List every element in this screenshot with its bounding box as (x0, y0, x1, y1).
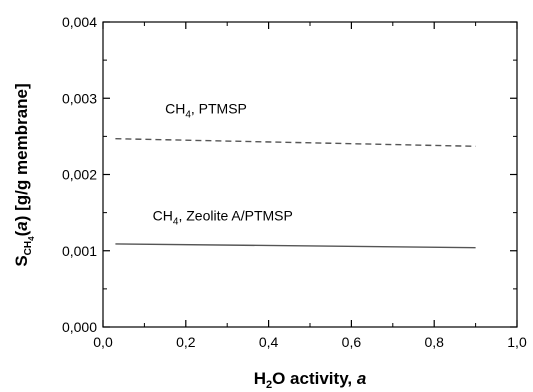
y-tick-label: 0,000 (62, 319, 97, 335)
y-tick-label: 0,003 (62, 90, 97, 106)
y-axis-ticks: 0,000 0,001 0,002 0,003 0,004 (62, 14, 517, 335)
y-tick-label: 0,002 (62, 167, 97, 183)
y-axis-title: SCH4(a) [g/g membrane] (12, 83, 36, 266)
x-tick-label: 1,0 (507, 334, 527, 350)
series-layer (115, 138, 476, 249)
series-line-0 (115, 138, 476, 147)
x-axis-ticks: 0,0 0,2 0,4 0,6 0,8 1,0 (93, 22, 527, 350)
series-annotation-1: CH4, Zeolite A/PTMSP (153, 207, 293, 227)
series-line-1 (115, 243, 476, 249)
x-axis-title: H2O activity, a (254, 369, 367, 391)
plot-frame (102, 21, 518, 328)
x-tick-label: 0,8 (424, 334, 444, 350)
x-tick-label: 0,6 (342, 334, 362, 350)
x-tick-label: 0,4 (259, 334, 279, 350)
y-tick-label: 0,001 (62, 243, 97, 259)
x-tick-label: 0,2 (176, 334, 196, 350)
x-tick-label: 0,0 (93, 334, 113, 350)
annotation-layer: CH4, PTMSP CH4, Zeolite A/PTMSP (153, 101, 293, 228)
y-tick-label: 0,004 (62, 14, 97, 30)
series-annotation-0: CH4, PTMSP (165, 101, 247, 121)
